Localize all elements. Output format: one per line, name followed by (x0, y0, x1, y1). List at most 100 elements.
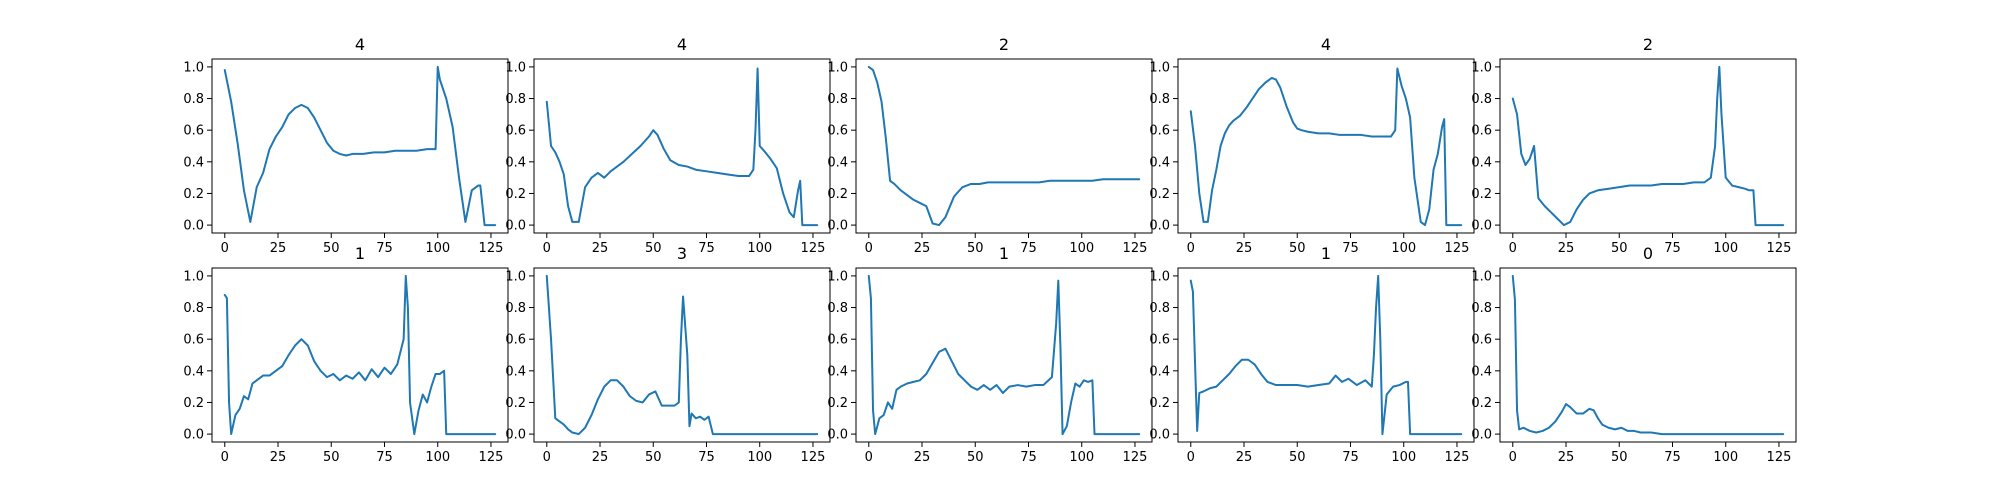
y-tick-label: 0.2 (1149, 187, 1170, 202)
x-tick-label: 75 (376, 241, 393, 256)
y-tick-label: 0.0 (827, 219, 848, 234)
y-tick-label: 0.2 (505, 187, 526, 202)
series-line (545, 67, 819, 227)
axes-frame (211, 267, 509, 443)
y-tick-label: 0.0 (827, 428, 848, 443)
panel-title: 1 (1321, 244, 1331, 263)
series-line (223, 274, 497, 436)
x-tick-label: 50 (1289, 450, 1306, 465)
series-line (867, 274, 1141, 436)
x-tick-label: 100 (747, 241, 772, 256)
y-tick-label: 0.6 (183, 333, 204, 348)
y-tick-label: 0.6 (1471, 333, 1492, 348)
chart-panel: 1 0 25 50 75 100 125 0.0 0.2 0.4 0.6 0.8 1.0 (827, 244, 1153, 465)
x-tick-label: 50 (645, 450, 662, 465)
y-tick-label: 0.0 (1149, 219, 1170, 234)
chart-panel: 4 0 25 50 75 100 125 0.0 0.2 0.4 0.6 0.8 1.0 (505, 35, 831, 256)
chart-panel: 0 0 25 50 75 100 125 0.0 0.2 0.4 0.6 0.8 1.0 (1471, 244, 1797, 465)
panel-title: 2 (999, 35, 1009, 54)
x-tick-label: 100 (425, 450, 450, 465)
y-tick-label: 0.8 (1149, 301, 1170, 316)
y-tick-label: 0.2 (1471, 396, 1492, 411)
axes-frame (533, 58, 831, 234)
x-tick-label: 75 (1020, 450, 1037, 465)
y-tick-label: 0.0 (1149, 428, 1170, 443)
series-line (1511, 274, 1785, 436)
y-tick-label: 0.8 (505, 92, 526, 107)
chart-panel: 2 0 25 50 75 100 125 0.0 0.2 0.4 0.6 0.8 1.0 (827, 35, 1153, 256)
chart-panel: 1 0 25 50 75 100 125 0.0 0.2 0.4 0.6 0.8 1.0 (183, 244, 509, 465)
x-tick-label: 100 (1391, 241, 1416, 256)
x-tick-label: 75 (1342, 241, 1359, 256)
x-tick-label: 25 (914, 450, 931, 465)
y-tick-label: 0.6 (827, 124, 848, 139)
x-tick-label: 0 (865, 241, 873, 256)
y-tick-label: 0.6 (1149, 124, 1170, 139)
x-tick-label: 100 (747, 450, 772, 465)
chart-panel: 1 0 25 50 75 100 125 0.0 0.2 0.4 0.6 0.8 1.0 (1149, 244, 1475, 465)
x-tick-label: 75 (1020, 241, 1037, 256)
series-line (867, 65, 1141, 227)
x-tick-label: 0 (1187, 450, 1195, 465)
x-tick-label: 50 (645, 241, 662, 256)
y-tick-label: 0.4 (183, 155, 204, 170)
x-tick-label: 25 (270, 241, 287, 256)
axes-frame (1177, 267, 1475, 443)
x-tick-label: 100 (425, 241, 450, 256)
chart-panel: 3 0 25 50 75 100 125 0.0 0.2 0.4 0.6 0.8 1.0 (505, 244, 831, 465)
y-tick-label: 0.2 (827, 396, 848, 411)
y-tick-label: 0.8 (1149, 92, 1170, 107)
x-tick-label: 125 (479, 450, 504, 465)
x-tick-label: 50 (1289, 241, 1306, 256)
y-tick-label: 0.4 (827, 364, 848, 379)
x-tick-label: 100 (1713, 450, 1738, 465)
series-line (1189, 274, 1463, 436)
y-tick-label: 1.0 (505, 60, 526, 75)
chart-panel: 4 0 25 50 75 100 125 0.0 0.2 0.4 0.6 0.8 1.0 (1149, 35, 1475, 256)
panel-title: 2 (1643, 35, 1653, 54)
x-tick-label: 75 (1664, 241, 1681, 256)
x-tick-label: 125 (1445, 241, 1470, 256)
x-tick-label: 125 (1123, 450, 1148, 465)
panel-title: 0 (1643, 244, 1653, 263)
y-tick-label: 0.2 (505, 396, 526, 411)
axes-frame (855, 267, 1153, 443)
y-tick-label: 0.6 (1149, 333, 1170, 348)
series-line (223, 65, 497, 227)
y-tick-label: 1.0 (827, 269, 848, 284)
x-tick-label: 100 (1713, 241, 1738, 256)
x-tick-label: 75 (1342, 450, 1359, 465)
y-tick-label: 0.6 (827, 333, 848, 348)
y-tick-label: 0.0 (505, 219, 526, 234)
y-tick-label: 0.0 (505, 428, 526, 443)
panel-title: 1 (999, 244, 1009, 263)
x-tick-label: 25 (1236, 241, 1253, 256)
y-tick-label: 0.8 (505, 301, 526, 316)
x-tick-label: 75 (1664, 450, 1681, 465)
y-tick-label: 0.6 (505, 124, 526, 139)
x-tick-label: 125 (1767, 450, 1792, 465)
x-tick-label: 50 (967, 241, 984, 256)
y-tick-label: 1.0 (1149, 269, 1170, 284)
x-tick-label: 125 (1445, 450, 1470, 465)
x-tick-label: 25 (592, 450, 609, 465)
y-tick-label: 0.0 (1471, 219, 1492, 234)
y-tick-label: 0.8 (183, 92, 204, 107)
x-tick-label: 50 (1611, 241, 1628, 256)
y-tick-label: 0.0 (183, 219, 204, 234)
y-tick-label: 0.8 (827, 92, 848, 107)
y-tick-label: 0.8 (183, 301, 204, 316)
y-tick-label: 0.2 (183, 187, 204, 202)
x-tick-label: 75 (698, 241, 715, 256)
x-tick-label: 0 (543, 241, 551, 256)
y-tick-label: 0.2 (1149, 396, 1170, 411)
series-line (545, 274, 819, 436)
x-tick-label: 25 (1236, 450, 1253, 465)
y-tick-label: 0.4 (183, 364, 204, 379)
y-tick-label: 1.0 (1149, 60, 1170, 75)
chart-panel: 2 0 25 50 75 100 125 0.0 0.2 0.4 0.6 0.8 1.0 (1471, 35, 1797, 256)
y-tick-label: 1.0 (505, 269, 526, 284)
x-tick-label: 0 (221, 241, 229, 256)
y-tick-label: 1.0 (183, 60, 204, 75)
